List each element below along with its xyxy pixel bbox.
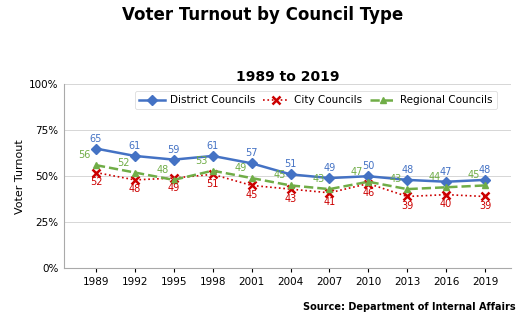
Line: City Councils: City Councils (92, 168, 489, 201)
Text: 61: 61 (207, 141, 219, 151)
Text: 43: 43 (312, 174, 325, 184)
Text: 48: 48 (401, 165, 413, 175)
Text: 49: 49 (323, 163, 336, 173)
District Councils (209, 154, 216, 158)
District Councils (248, 161, 255, 165)
Regional Councils (287, 184, 294, 187)
District Councils (443, 180, 449, 184)
Text: 45: 45 (273, 170, 286, 180)
City Councils (287, 187, 294, 191)
Regional Councils (248, 176, 255, 180)
Text: 52: 52 (90, 177, 102, 187)
District Councils (93, 147, 99, 151)
Text: 46: 46 (362, 188, 375, 198)
City Councils (209, 173, 216, 176)
Regional Councils (326, 187, 332, 191)
Regional Councils (170, 178, 177, 182)
Text: 57: 57 (245, 148, 258, 158)
Text: 47: 47 (351, 167, 363, 177)
Line: District Councils: District Councils (93, 145, 489, 185)
City Councils (93, 171, 99, 175)
Regional Councils (365, 180, 371, 184)
Text: 44: 44 (429, 172, 441, 182)
City Councils (326, 191, 332, 195)
District Councils (365, 174, 371, 178)
Text: 51: 51 (207, 179, 219, 189)
Text: 43: 43 (390, 174, 402, 184)
Text: 59: 59 (168, 145, 180, 155)
Regional Councils (132, 171, 138, 175)
Text: 45: 45 (468, 170, 480, 180)
Text: 39: 39 (401, 201, 413, 211)
Text: 39: 39 (479, 201, 491, 211)
Regional Councils (209, 169, 216, 173)
Title: 1989 to 2019: 1989 to 2019 (236, 70, 339, 84)
Text: 53: 53 (195, 156, 208, 166)
Regional Councils (443, 186, 449, 189)
Line: Regional Councils: Regional Councils (93, 162, 489, 192)
Text: 52: 52 (117, 158, 130, 168)
Y-axis label: Voter Turnout: Voter Turnout (15, 139, 25, 214)
Text: 49: 49 (168, 183, 180, 192)
Text: 61: 61 (129, 141, 141, 151)
Text: 47: 47 (440, 167, 452, 177)
District Councils (326, 176, 332, 180)
District Councils (170, 158, 177, 162)
City Councils (132, 178, 138, 182)
Legend: District Councils, City Councils, Regional Councils: District Councils, City Councils, Region… (135, 91, 497, 109)
Regional Councils (404, 187, 410, 191)
District Councils (132, 154, 138, 158)
City Councils (248, 184, 255, 187)
Text: 48: 48 (157, 165, 169, 175)
City Councils (404, 195, 410, 198)
Text: 48: 48 (479, 165, 491, 175)
Text: 51: 51 (285, 159, 297, 169)
Text: Source: Department of Internal Affairs: Source: Department of Internal Affairs (303, 302, 515, 312)
City Councils (170, 176, 177, 180)
Text: 65: 65 (90, 134, 102, 144)
Regional Councils (93, 163, 99, 167)
Regional Councils (482, 184, 488, 187)
Text: 48: 48 (129, 184, 141, 194)
Text: 49: 49 (235, 163, 247, 173)
Text: 56: 56 (79, 150, 91, 160)
Text: 40: 40 (440, 199, 452, 209)
District Councils (287, 173, 294, 176)
City Councils (482, 195, 488, 198)
District Councils (482, 178, 488, 182)
District Councils (404, 178, 410, 182)
Text: 45: 45 (246, 190, 258, 200)
Text: 41: 41 (323, 197, 336, 207)
Text: Voter Turnout by Council Type: Voter Turnout by Council Type (123, 6, 403, 24)
Text: 50: 50 (362, 161, 375, 171)
Text: 43: 43 (285, 194, 297, 203)
City Councils (443, 193, 449, 197)
City Councils (365, 182, 371, 186)
